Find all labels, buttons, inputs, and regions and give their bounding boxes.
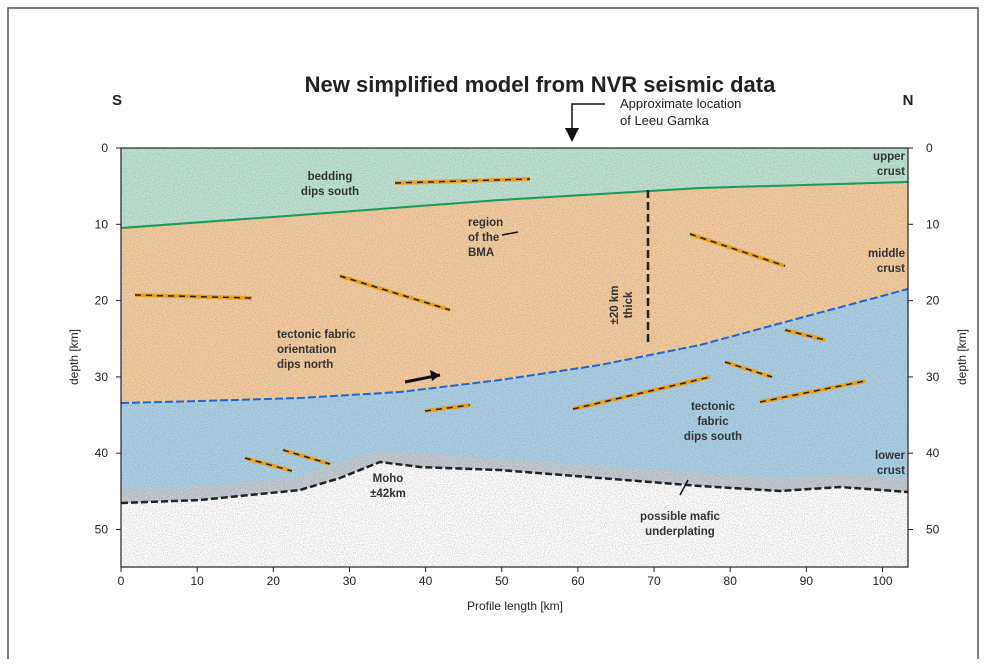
- bma-label: of the: [468, 232, 499, 244]
- bedding-label: bedding: [308, 171, 353, 183]
- y-tick-label-right: 30: [926, 370, 940, 384]
- location-arrow-head: [565, 128, 579, 142]
- x-tick-label: 30: [343, 574, 357, 588]
- bma-label: region: [468, 217, 503, 229]
- moho-label: Moho: [373, 473, 404, 485]
- x-tick-label: 70: [647, 574, 661, 588]
- fabric-south-label: tectonic: [691, 401, 736, 413]
- y-tick-label-right: 10: [926, 217, 940, 231]
- y-tick-label: 20: [95, 294, 109, 308]
- middle-crust-label: crust: [877, 263, 905, 275]
- middle-crust-label: middle: [868, 248, 905, 260]
- direction-north: N: [903, 92, 914, 109]
- mafic-label: possible mafic: [640, 511, 720, 523]
- upper-crust-label: crust: [877, 166, 905, 178]
- y-tick-label-right: 40: [926, 446, 940, 460]
- y-tick-label: 10: [95, 217, 109, 231]
- x-tick-label: 60: [571, 574, 585, 588]
- bma-label: BMA: [468, 247, 494, 259]
- y-axis-label-right: depth [km]: [955, 329, 969, 385]
- seismic-texture: [121, 148, 908, 567]
- moho-label: ±42km: [370, 488, 406, 500]
- x-tick-label: 100: [872, 574, 892, 588]
- y-tick-label: 0: [101, 141, 108, 155]
- y-tick-label: 50: [95, 523, 109, 537]
- fabric-north-label: dips north: [277, 359, 333, 371]
- lower-crust-label: crust: [877, 465, 905, 477]
- x-tick-label: 80: [724, 574, 738, 588]
- bedding-label: dips south: [301, 186, 359, 198]
- x-tick-label: 10: [190, 574, 204, 588]
- x-tick-label: 90: [800, 574, 814, 588]
- thickness-label: thick: [623, 291, 635, 318]
- y-tick-label-right: 50: [926, 523, 940, 537]
- upper-crust-label: upper: [873, 151, 905, 163]
- fabric-north-label: tectonic fabric: [277, 329, 356, 341]
- thickness-label: ±20 km: [609, 286, 621, 325]
- mafic-label: underplating: [645, 526, 715, 538]
- fabric-south-label: fabric: [697, 416, 729, 428]
- x-tick-label: 0: [118, 574, 125, 588]
- x-tick-label: 50: [495, 574, 509, 588]
- lower-crust-label: lower: [875, 450, 906, 462]
- x-tick-label: 20: [267, 574, 281, 588]
- x-axis-label: Profile length [km]: [467, 599, 563, 613]
- fabric-north-label: orientation: [277, 344, 336, 356]
- fabric-south-label: dips south: [684, 431, 742, 443]
- title: New simplified model from NVR seismic da…: [305, 72, 776, 97]
- y-axis-label: depth [km]: [67, 329, 81, 385]
- x-tick-label: 40: [419, 574, 433, 588]
- figure: New simplified model from NVR seismic da…: [0, 0, 987, 659]
- y-tick-label-right: 0: [926, 141, 933, 155]
- direction-south: S: [112, 92, 122, 109]
- y-tick-label: 40: [95, 446, 109, 460]
- section: [121, 148, 908, 567]
- y-tick-label: 30: [95, 370, 109, 384]
- location-note: of Leeu Gamka: [620, 113, 710, 128]
- location-note: Approximate location: [620, 96, 741, 111]
- y-tick-label-right: 20: [926, 294, 940, 308]
